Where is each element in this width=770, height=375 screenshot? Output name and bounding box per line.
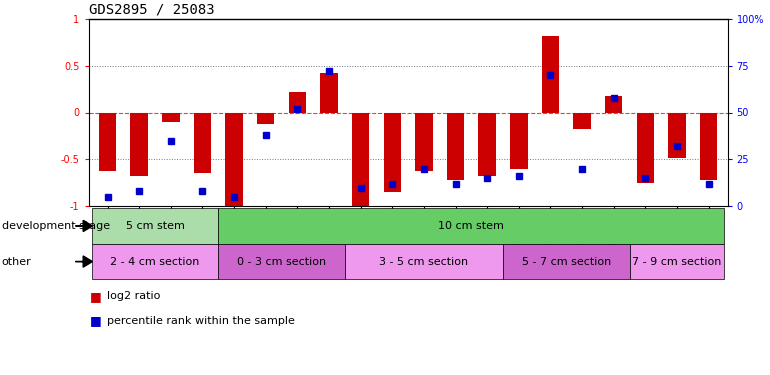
Text: development stage: development stage (2, 221, 109, 231)
Bar (162, 112, 179, 122)
Text: 3 - 5 cm section: 3 - 5 cm section (380, 256, 468, 267)
Bar (637, 112, 654, 183)
Text: 5 cm stem: 5 cm stem (126, 221, 185, 231)
Text: percentile rank within the sample: percentile rank within the sample (107, 316, 295, 326)
Bar (511, 112, 527, 169)
Bar (447, 112, 464, 180)
Bar (605, 96, 622, 112)
Text: GDS2895 / 25083: GDS2895 / 25083 (89, 3, 214, 17)
Text: 10 cm stem: 10 cm stem (438, 221, 504, 231)
Bar (320, 73, 338, 112)
Text: 0 - 3 cm section: 0 - 3 cm section (237, 256, 326, 267)
Bar (574, 112, 591, 129)
Bar (194, 112, 211, 173)
Bar (352, 112, 370, 206)
Bar (257, 112, 274, 124)
Bar (130, 112, 148, 176)
Bar (99, 112, 116, 171)
Bar (700, 112, 718, 180)
Text: 2 - 4 cm section: 2 - 4 cm section (110, 256, 199, 267)
Text: ■: ■ (90, 290, 102, 303)
Text: 5 - 7 cm section: 5 - 7 cm section (521, 256, 611, 267)
Bar (542, 36, 559, 112)
Text: other: other (2, 256, 32, 267)
Bar (289, 92, 306, 112)
Bar (668, 112, 686, 158)
Bar (415, 112, 433, 171)
Bar (383, 112, 401, 192)
Bar (478, 112, 496, 176)
Bar (226, 112, 243, 206)
Text: 7 - 9 cm section: 7 - 9 cm section (632, 256, 721, 267)
Text: log2 ratio: log2 ratio (107, 291, 160, 301)
Text: ■: ■ (90, 314, 102, 327)
